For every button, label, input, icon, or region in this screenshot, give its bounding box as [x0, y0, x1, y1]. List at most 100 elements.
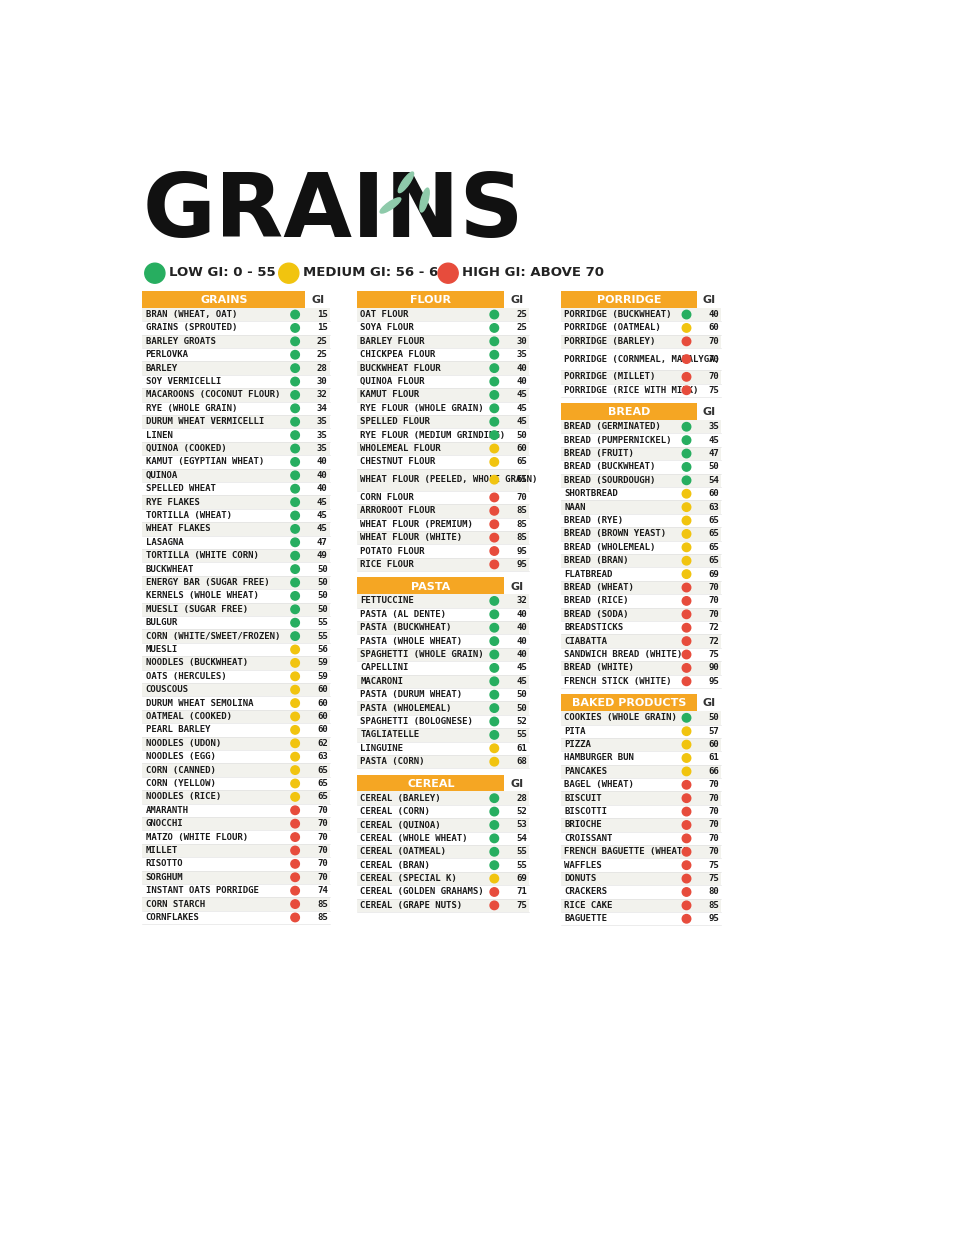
Text: 15: 15 [317, 310, 327, 319]
Text: BREADSTICKS: BREADSTICKS [564, 624, 623, 632]
Ellipse shape [682, 310, 691, 319]
FancyBboxPatch shape [142, 455, 330, 469]
FancyBboxPatch shape [357, 805, 529, 819]
Ellipse shape [682, 874, 691, 882]
Text: GI: GI [510, 779, 524, 789]
Text: CEREAL (CORN): CEREAL (CORN) [360, 808, 430, 816]
Text: 70: 70 [317, 832, 327, 841]
Ellipse shape [490, 664, 498, 672]
Text: NOODLES (UDON): NOODLES (UDON) [146, 739, 221, 748]
Text: PORRIDGE (RICE WITH MILK): PORRIDGE (RICE WITH MILK) [564, 386, 698, 395]
Text: PERLOVKA: PERLOVKA [146, 350, 188, 359]
FancyBboxPatch shape [142, 790, 330, 804]
FancyBboxPatch shape [357, 308, 529, 321]
FancyBboxPatch shape [561, 402, 696, 420]
FancyBboxPatch shape [142, 724, 330, 736]
Text: DURUM WHEAT VERMICELLI: DURUM WHEAT VERMICELLI [146, 418, 264, 426]
FancyBboxPatch shape [142, 308, 330, 321]
Text: CEREAL: CEREAL [407, 779, 454, 789]
Text: BREAD (GERMINATED): BREAD (GERMINATED) [564, 422, 661, 431]
Text: 80: 80 [708, 888, 719, 896]
Text: RYE FLOUR (MEDIUM GRINDING): RYE FLOUR (MEDIUM GRINDING) [360, 431, 505, 440]
FancyBboxPatch shape [142, 535, 330, 549]
Text: CORN FLOUR: CORN FLOUR [360, 492, 414, 502]
Text: BREAD (RICE): BREAD (RICE) [564, 596, 629, 605]
Text: 60: 60 [317, 712, 327, 721]
Ellipse shape [682, 610, 691, 619]
FancyBboxPatch shape [357, 491, 529, 504]
Text: AMARANTH: AMARANTH [146, 806, 188, 815]
Text: KERNELS (WHOLE WHEAT): KERNELS (WHOLE WHEAT) [146, 591, 259, 600]
Ellipse shape [291, 525, 299, 534]
Text: 45: 45 [516, 664, 526, 672]
FancyBboxPatch shape [142, 495, 330, 509]
FancyBboxPatch shape [357, 648, 529, 661]
Text: 40: 40 [317, 471, 327, 480]
Ellipse shape [490, 444, 498, 452]
Ellipse shape [291, 565, 299, 574]
FancyBboxPatch shape [561, 635, 722, 648]
Ellipse shape [291, 458, 299, 466]
Text: MACARONI: MACARONI [360, 676, 403, 686]
Text: 75: 75 [708, 386, 719, 395]
Ellipse shape [682, 490, 691, 498]
Ellipse shape [380, 198, 401, 212]
Ellipse shape [490, 624, 498, 632]
FancyBboxPatch shape [142, 522, 330, 535]
Text: BARLEY GROATS: BARLEY GROATS [146, 336, 215, 346]
Text: CROISSANT: CROISSANT [564, 834, 612, 842]
Text: MUESLI: MUESLI [146, 645, 178, 654]
Ellipse shape [682, 386, 691, 395]
FancyBboxPatch shape [142, 804, 330, 818]
FancyBboxPatch shape [142, 335, 330, 348]
Text: RYE FLOUR (WHOLE GRAIN): RYE FLOUR (WHOLE GRAIN) [360, 404, 484, 412]
Text: LASAGNA: LASAGNA [146, 538, 184, 546]
Text: 60: 60 [317, 685, 327, 694]
Ellipse shape [490, 364, 498, 372]
Text: 70: 70 [708, 596, 719, 605]
Text: GI: GI [702, 295, 716, 305]
Text: 40: 40 [516, 624, 526, 632]
FancyBboxPatch shape [357, 415, 529, 429]
Ellipse shape [682, 624, 691, 632]
Text: 59: 59 [317, 671, 327, 681]
Text: 61: 61 [516, 744, 526, 752]
FancyBboxPatch shape [561, 335, 722, 348]
Ellipse shape [490, 546, 498, 555]
Text: 50: 50 [516, 690, 526, 699]
Text: 52: 52 [516, 718, 526, 726]
FancyBboxPatch shape [561, 581, 722, 594]
FancyBboxPatch shape [561, 474, 722, 488]
FancyBboxPatch shape [357, 791, 529, 805]
Ellipse shape [145, 264, 165, 284]
FancyBboxPatch shape [142, 858, 330, 870]
Text: 50: 50 [708, 714, 719, 722]
Text: BREAD (SOURDOUGH): BREAD (SOURDOUGH) [564, 476, 655, 485]
FancyBboxPatch shape [142, 736, 330, 750]
Ellipse shape [291, 685, 299, 694]
Text: 35: 35 [317, 431, 327, 440]
Ellipse shape [490, 861, 498, 870]
Ellipse shape [490, 834, 498, 842]
Text: 28: 28 [317, 364, 327, 372]
Text: SOY VERMICELLI: SOY VERMICELLI [146, 378, 221, 386]
Ellipse shape [490, 404, 498, 412]
Text: 25: 25 [516, 324, 526, 332]
FancyBboxPatch shape [561, 819, 722, 831]
FancyBboxPatch shape [561, 912, 722, 925]
Text: RISOTTO: RISOTTO [146, 859, 184, 869]
FancyBboxPatch shape [561, 541, 722, 554]
Text: 30: 30 [516, 336, 526, 346]
Text: BARLEY FLOUR: BARLEY FLOUR [360, 336, 425, 346]
Text: BAGEL (WHEAT): BAGEL (WHEAT) [564, 780, 634, 789]
Text: 66: 66 [708, 768, 719, 776]
Text: 55: 55 [317, 631, 327, 640]
Ellipse shape [291, 872, 299, 881]
FancyBboxPatch shape [357, 885, 529, 899]
Text: 65: 65 [317, 765, 327, 775]
Ellipse shape [490, 690, 498, 699]
Ellipse shape [682, 570, 691, 579]
Ellipse shape [291, 605, 299, 614]
FancyBboxPatch shape [561, 751, 722, 765]
Ellipse shape [682, 861, 691, 870]
